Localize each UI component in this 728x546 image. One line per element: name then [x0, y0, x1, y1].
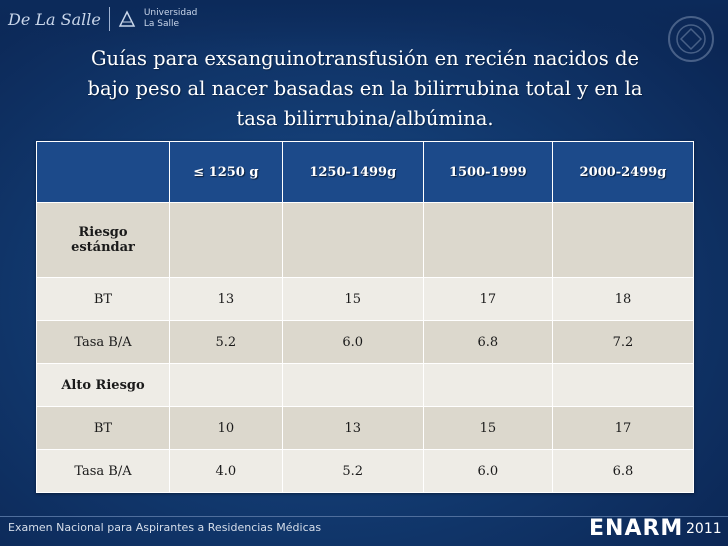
column-header: 1250-1499g	[281, 141, 424, 203]
slide-title: Guías para exsanguinotransfusión en reci…	[40, 44, 690, 134]
table-cell: 15	[422, 406, 553, 450]
table-row: Tasa B/A 5.2 6.0 6.8 7.2	[36, 320, 695, 364]
title-line-1: Guías para exsanguinotransfusión en reci…	[90, 47, 640, 70]
table-cell: 5.2	[281, 449, 424, 493]
table-cell: 7.2	[551, 320, 695, 364]
table-cell: 18	[551, 277, 695, 321]
logo-divider	[108, 7, 110, 31]
row-label: Tasa B/A	[36, 449, 170, 493]
logo-university-line2: La Salle	[143, 19, 179, 29]
row-label: BT	[36, 406, 170, 450]
table-cell	[281, 363, 424, 407]
table-cell: 5.2	[169, 320, 283, 364]
table-cell: 6.0	[422, 449, 553, 493]
column-header: ≤ 1250 g	[169, 141, 283, 203]
footer-caption: Examen Nacional para Aspirantes a Reside…	[8, 521, 322, 534]
table-row: BT 10 13 15 17	[36, 406, 695, 450]
table-row: BT 13 15 17 18	[36, 277, 695, 321]
exchange-transfusion-table: ≤ 1250 g 1250-1499g 1500-1999 2000-2499g…	[36, 141, 695, 493]
table-cell	[551, 363, 695, 407]
table-cell	[422, 363, 553, 407]
table-row: Riesgo estándar	[36, 202, 695, 278]
table-cell: 15	[281, 277, 424, 321]
table-header-row: ≤ 1250 g 1250-1499g 1500-1999 2000-2499g	[36, 141, 695, 203]
table-cell: 6.8	[551, 449, 695, 493]
row-label-line2: estándar	[71, 240, 135, 255]
table-row: Tasa B/A 4.0 5.2 6.0 6.8	[36, 449, 695, 493]
row-label: Riesgo estándar	[36, 202, 170, 278]
table-cell: 17	[422, 277, 553, 321]
table-cell	[169, 363, 283, 407]
triangle-emblem-icon	[118, 10, 136, 27]
table-cell	[551, 202, 695, 278]
footer-divider	[0, 516, 728, 517]
table-cell: 6.0	[281, 320, 424, 364]
title-line-2: bajo peso al nacer basadas en la bilirru…	[87, 77, 643, 100]
seal-watermark-icon	[668, 16, 714, 62]
row-label-line1: Riesgo	[78, 225, 128, 240]
logo-university-name: Universidad La Salle	[144, 8, 198, 30]
table-cell: 4.0	[169, 449, 283, 493]
table-cell: 13	[281, 406, 424, 450]
table-cell	[281, 202, 424, 278]
title-line-3: tasa bilirrubina/albúmina.	[236, 107, 494, 130]
table-cell: 6.8	[422, 320, 553, 364]
row-label: Tasa B/A	[36, 320, 170, 364]
table-cell: 17	[551, 406, 695, 450]
enarm-logo: ENARM	[589, 516, 684, 541]
table-row: Alto Riesgo	[36, 363, 695, 407]
row-label: Alto Riesgo	[36, 363, 170, 407]
logo-script-text: De La Salle	[8, 9, 101, 29]
logo-university-line1: Universidad	[143, 8, 198, 18]
table-cell	[422, 202, 553, 278]
table-cell: 10	[169, 406, 283, 450]
header-corner-cell	[36, 141, 170, 203]
table-cell: 13	[169, 277, 283, 321]
row-label: BT	[36, 277, 170, 321]
university-logo: De La Salle Universidad La Salle	[8, 4, 197, 34]
column-header: 1500-1999	[422, 141, 553, 203]
column-header: 2000-2499g	[551, 141, 695, 203]
footer-year: 2011	[686, 521, 722, 537]
table-cell	[169, 202, 283, 278]
